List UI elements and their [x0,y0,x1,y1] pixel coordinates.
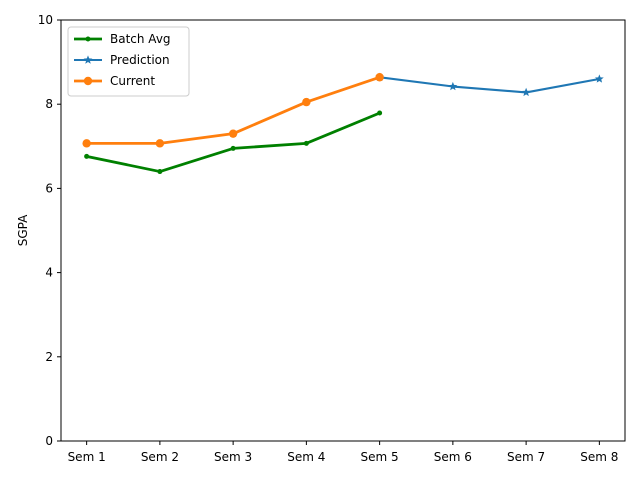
axes: 0 2 4 6 8 10 Sem 1 Sem 2 Sem 3 Sem 4 Sem 5 Sem 6 Sem… [16,13,626,464]
legend-label-current: Current [110,74,155,88]
legend-marker-current [83,76,93,86]
x-tick-label: Sem 1 [68,450,106,464]
x-tick-label: Sem 2 [141,450,179,464]
legend-marker-batch-avg [85,36,91,42]
series-line-prediction [378,76,601,94]
data-point-current [375,73,384,82]
data-point-batch-avg [303,140,309,146]
data-point-current [82,139,91,148]
data-point-prediction [448,81,458,91]
x-tick-label: Sem 3 [214,450,252,464]
data-point-prediction [594,74,604,83]
y-tick-label: 4 [45,266,53,280]
y-tick-label: 8 [45,97,53,111]
legend-box [67,26,190,97]
legend-label-prediction: Prediction [110,53,170,67]
y-tick-label: 6 [45,181,53,195]
x-tick-label: Sem 8 [580,450,618,464]
data-point-current [228,129,238,138]
data-point-batch-avg [377,110,383,116]
x-tick-label: Sem 5 [361,450,399,464]
data-point-batch-avg [230,145,236,151]
legend-label-batch-avg: Batch Avg [110,32,171,46]
y-tick-label: 0 [45,434,53,448]
legend-marker-prediction [83,55,93,64]
y-tick-label: 2 [45,350,53,364]
data-point-current [302,97,311,107]
data-point-prediction [521,87,531,97]
x-tick-label: Sem 6 [434,450,472,464]
legend: Batch Avg Prediction Current [67,26,190,97]
plot-area [82,72,604,175]
data-point-batch-avg [84,153,90,159]
y-axis-label: SGPA [16,214,30,246]
data-point-current [155,139,165,148]
x-tick-label: Sem 4 [287,450,325,464]
y-tick-label: 10 [38,13,53,27]
x-tick-label: Sem 7 [507,450,545,464]
data-point-batch-avg [157,169,163,175]
axes-frame [60,19,626,442]
